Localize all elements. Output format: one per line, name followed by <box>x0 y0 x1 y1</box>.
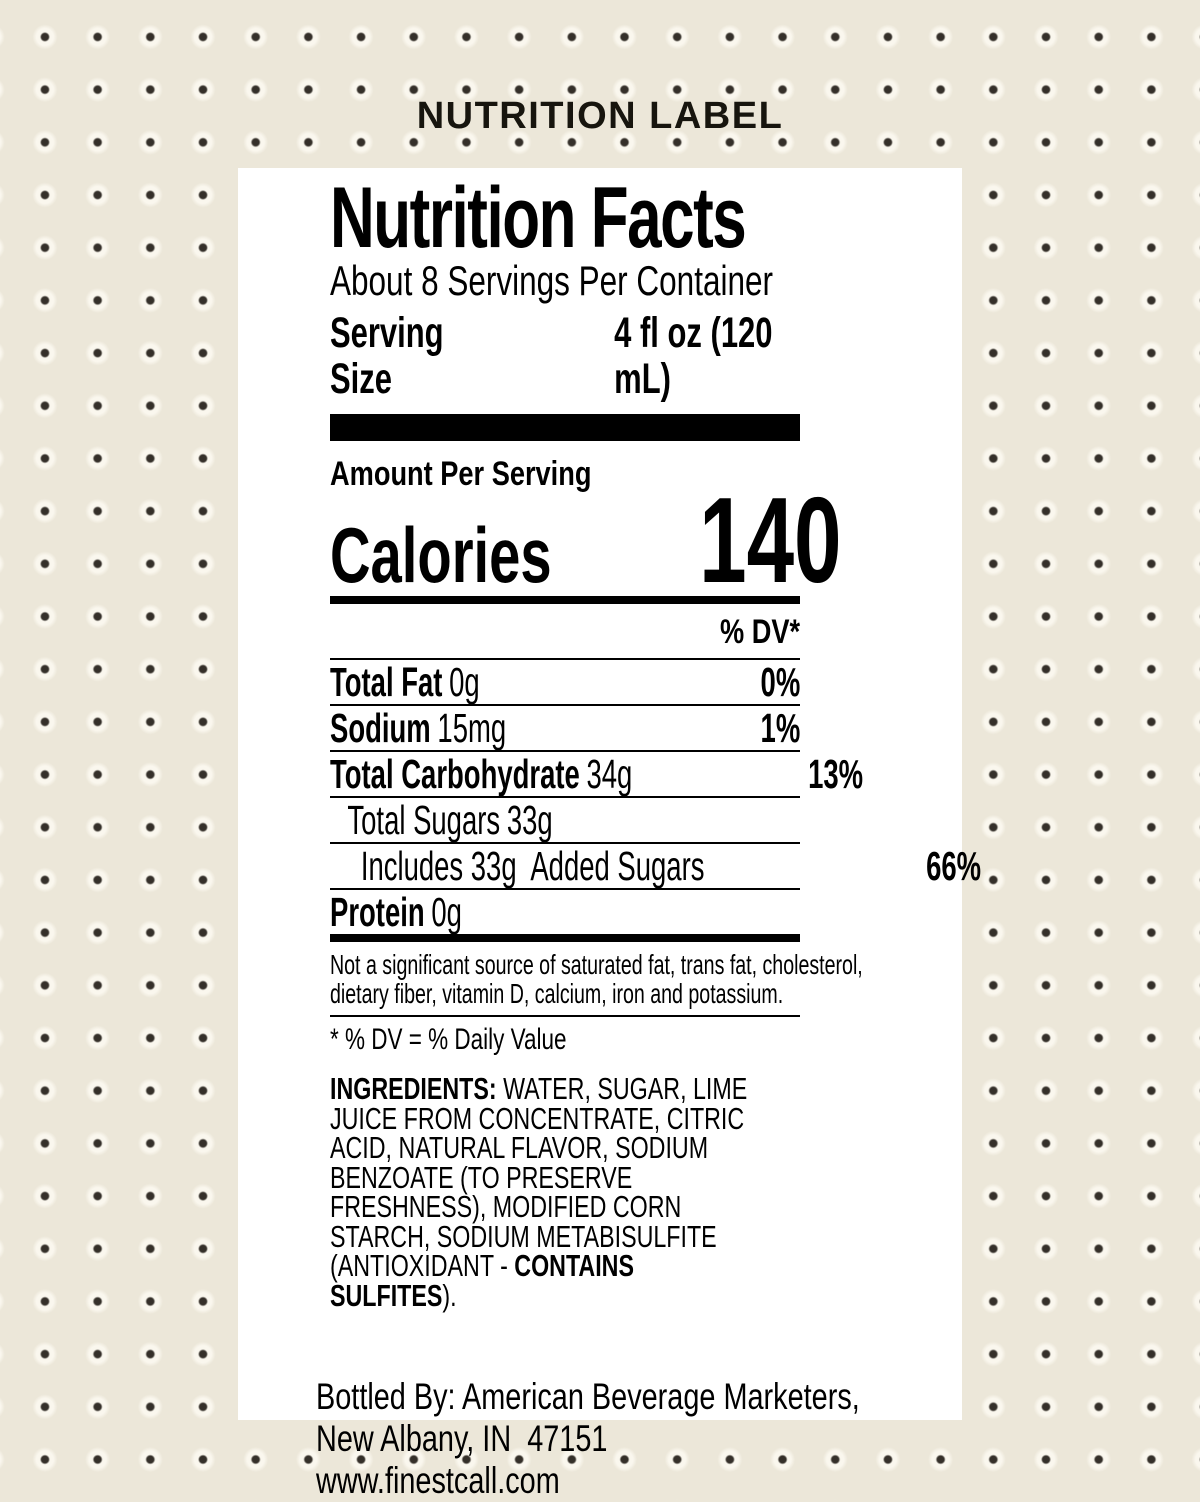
nutrient-dv: 1% <box>760 705 800 751</box>
nutrient-name: Total Carbohydrate 34g <box>330 751 633 797</box>
ingredients-line: JUICE FROM CONCENTRATE, CITRIC <box>330 1100 745 1136</box>
nutrition-facts-panel: Nutrition Facts About 8 Servings Per Con… <box>316 170 981 1502</box>
ingredients-line: (ANTIOXIDANT - CONTAINS <box>330 1248 634 1283</box>
thick-divider-bar <box>330 414 800 441</box>
bottler-website: www.finestcall.com <box>316 1460 560 1501</box>
nutrition-label-card: Nutrition Facts About 8 Servings Per Con… <box>238 168 981 1501</box>
serving-size-label: Serving Size <box>330 309 444 403</box>
bottler-line: Bottled By: American Beverage Marketers, <box>316 1376 860 1417</box>
table-row: Total Fat 0g 0% <box>330 658 800 704</box>
bottler-line: New Albany, IN 47151 <box>316 1418 608 1459</box>
serving-size-row: Serving Size 4 fl oz (120 mL) <box>330 310 800 402</box>
nutrient-dv: 13% <box>808 751 864 797</box>
footnote-divider <box>330 1015 800 1017</box>
page-title: NUTRITION LABEL <box>416 95 784 137</box>
ingredients-line: ACID, NATURAL FLAVOR, SODIUM <box>330 1130 709 1165</box>
servings-per-container: About 8 Servings Per Container <box>330 257 774 304</box>
nutrient-name: Includes 33g Added Sugars <box>360 843 705 889</box>
ingredients-line: FRESHNESS), MODIFIED CORN <box>330 1189 682 1224</box>
nutrition-facts-title-text: Nutrition Facts <box>330 170 747 266</box>
table-row: Total Carbohydrate 34g 13% <box>330 750 863 797</box>
ingredients-line: SULFITES). <box>330 1277 457 1313</box>
serving-size-value: 4 fl oz (120 mL) <box>614 309 773 403</box>
nutrient-name: Protein 0g <box>330 889 462 935</box>
table-row: Total Sugars 33g <box>330 796 800 842</box>
daily-value-footnote: * % DV = % Daily Value <box>330 1023 567 1056</box>
ingredients-line: INGREDIENTS: WATER, SUGAR, LIME <box>330 1071 748 1106</box>
nutrient-name: Total Sugars 33g <box>347 797 553 843</box>
daily-value-header: % DV* <box>719 613 800 651</box>
nutrient-name: Total Fat 0g <box>330 659 480 705</box>
bottom-divider-bar <box>330 934 800 942</box>
nutrition-facts-title: Nutrition Facts <box>330 170 800 266</box>
table-row: Protein 0g <box>330 888 800 934</box>
nutrient-name: Sodium 15mg <box>330 705 507 751</box>
table-row: Includes 33g Added Sugars 66% <box>330 842 981 889</box>
nutrient-dv: 0% <box>760 659 800 705</box>
not-significant-note: Not a significant source of saturated fa… <box>330 949 863 1009</box>
calories-row: Calories 140 <box>330 479 841 601</box>
table-row: Sodium 15mg 1% <box>330 704 800 750</box>
ingredients-line: STARCH, SODIUM METABISULFITE <box>330 1218 717 1254</box>
ingredients-block: INGREDIENTS: WATER, SUGAR, LIME JUICE FR… <box>330 1071 800 1313</box>
nutrient-dv: 66% <box>925 843 981 889</box>
amount-per-serving-label: Amount Per Serving <box>330 455 592 493</box>
ingredients-line: BENZOATE (TO PRESERVE <box>330 1159 633 1195</box>
bottler-info: Bottled By: American Beverage Marketers,… <box>316 1376 860 1502</box>
calories-divider-bar <box>330 596 800 604</box>
calories-label: Calories <box>330 511 552 599</box>
calories-value: 140 <box>698 472 842 608</box>
